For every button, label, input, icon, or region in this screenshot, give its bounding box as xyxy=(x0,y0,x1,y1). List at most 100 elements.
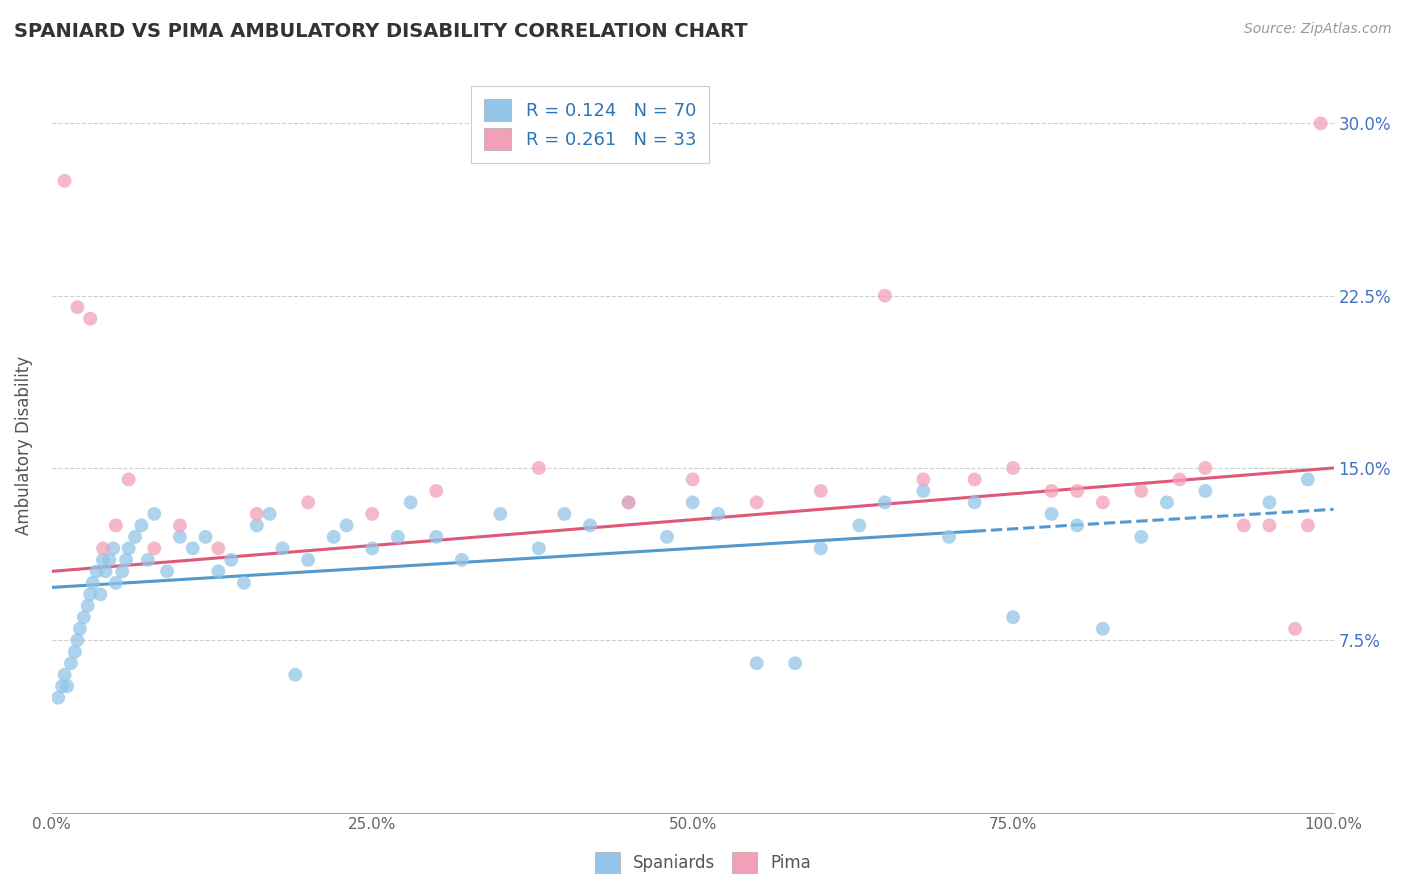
Point xyxy=(143,541,166,556)
Point xyxy=(1066,483,1088,498)
Point xyxy=(169,530,191,544)
Point xyxy=(207,565,229,579)
Point xyxy=(104,518,127,533)
Point xyxy=(873,288,896,302)
Point xyxy=(785,657,807,671)
Point xyxy=(297,553,319,567)
Point xyxy=(63,645,86,659)
Point xyxy=(297,495,319,509)
Point xyxy=(51,679,73,693)
Point xyxy=(66,633,89,648)
Point xyxy=(1168,472,1191,486)
Point xyxy=(1194,461,1216,475)
Point xyxy=(938,530,960,544)
Point xyxy=(124,530,146,544)
Point xyxy=(131,518,153,533)
Point xyxy=(181,541,204,556)
Point xyxy=(361,541,384,556)
Point xyxy=(1233,518,1256,533)
Point xyxy=(579,518,602,533)
Point xyxy=(104,575,127,590)
Point xyxy=(1040,483,1063,498)
Point xyxy=(169,518,191,533)
Point xyxy=(1296,472,1319,486)
Point xyxy=(73,610,96,624)
Point xyxy=(76,599,98,613)
Point xyxy=(98,553,121,567)
Point xyxy=(322,530,344,544)
Point xyxy=(1002,461,1025,475)
Point xyxy=(425,530,447,544)
Point xyxy=(963,472,986,486)
Point xyxy=(79,587,101,601)
Point xyxy=(89,587,111,601)
Point xyxy=(489,507,512,521)
Point xyxy=(553,507,575,521)
Point xyxy=(271,541,294,556)
Point xyxy=(399,495,422,509)
Point xyxy=(91,553,114,567)
Point xyxy=(53,174,76,188)
Point xyxy=(1258,518,1281,533)
Point xyxy=(246,507,269,521)
Point xyxy=(451,553,474,567)
Point xyxy=(56,679,79,693)
Text: Source: ZipAtlas.com: Source: ZipAtlas.com xyxy=(1244,22,1392,37)
Point xyxy=(617,495,640,509)
Point xyxy=(912,472,935,486)
Point xyxy=(59,657,82,671)
Point xyxy=(207,541,229,556)
Point xyxy=(912,483,935,498)
Point xyxy=(1130,483,1153,498)
Point xyxy=(1091,495,1114,509)
Point xyxy=(143,507,166,521)
Point xyxy=(91,541,114,556)
Point xyxy=(219,553,242,567)
Text: SPANIARD VS PIMA AMBULATORY DISABILITY CORRELATION CHART: SPANIARD VS PIMA AMBULATORY DISABILITY C… xyxy=(14,22,748,41)
Point xyxy=(115,553,138,567)
Point xyxy=(745,657,768,671)
Point xyxy=(655,530,678,544)
Point xyxy=(1258,495,1281,509)
Point xyxy=(1002,610,1025,624)
Point xyxy=(527,461,550,475)
Point xyxy=(1296,518,1319,533)
Point xyxy=(46,690,69,705)
Point xyxy=(707,507,730,521)
Point xyxy=(527,541,550,556)
Point xyxy=(1309,116,1331,130)
Point xyxy=(1091,622,1114,636)
Legend: Spaniards, Pima: Spaniards, Pima xyxy=(588,846,818,880)
Legend: R = 0.124   N = 70, R = 0.261   N = 33: R = 0.124 N = 70, R = 0.261 N = 33 xyxy=(471,87,709,163)
Point xyxy=(53,667,76,681)
Point xyxy=(682,472,704,486)
Point xyxy=(1040,507,1063,521)
Point xyxy=(79,311,101,326)
Point xyxy=(118,472,141,486)
Point xyxy=(233,575,256,590)
Point xyxy=(617,495,640,509)
Point xyxy=(335,518,357,533)
Point xyxy=(810,483,832,498)
Point xyxy=(118,541,141,556)
Point xyxy=(1130,530,1153,544)
Point xyxy=(1066,518,1088,533)
Point xyxy=(963,495,986,509)
Point xyxy=(94,565,117,579)
Point xyxy=(136,553,159,567)
Point xyxy=(1194,483,1216,498)
Point xyxy=(848,518,870,533)
Point xyxy=(1156,495,1178,509)
Point xyxy=(259,507,281,521)
Point xyxy=(86,565,108,579)
Point xyxy=(66,300,89,314)
Point xyxy=(425,483,447,498)
Point xyxy=(103,541,125,556)
Point xyxy=(361,507,384,521)
Point xyxy=(745,495,768,509)
Point xyxy=(810,541,832,556)
Point xyxy=(69,622,91,636)
Point xyxy=(1284,622,1306,636)
Point xyxy=(246,518,269,533)
Point xyxy=(873,495,896,509)
